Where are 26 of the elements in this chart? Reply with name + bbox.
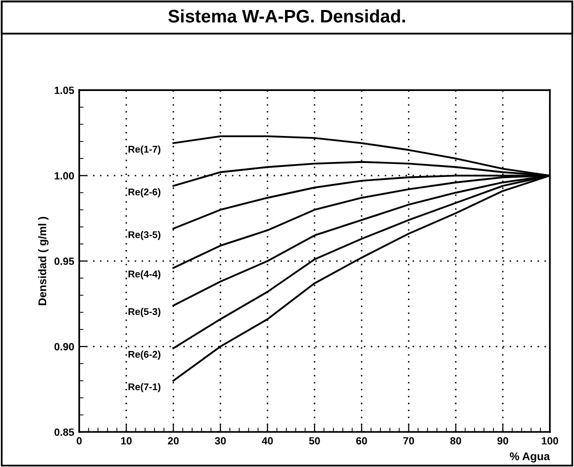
y-tick-label: 1.05	[54, 86, 74, 94]
x-tick-label: 70	[403, 437, 414, 444]
series-label: Re(5-3)	[128, 308, 160, 317]
x-tick-label: 20	[168, 437, 179, 444]
x-tick-label: 10	[121, 437, 132, 444]
x-axis-title: % Agua	[510, 452, 550, 462]
y-tick-label: 0.95	[54, 258, 74, 265]
series-label: Re(3-5)	[128, 230, 160, 240]
series-label: Re(6-2)	[128, 350, 160, 360]
x-tick-label: 40	[262, 437, 273, 444]
chart-title: Sistema W-A-PG. Densidad.	[168, 9, 405, 23]
y-tick-label: 0.90	[54, 343, 74, 350]
x-tick-label: 100	[542, 437, 558, 444]
y-tick-label: 1.00	[54, 172, 74, 180]
series-label: Re(1-7)	[128, 146, 160, 155]
x-tick-label: 50	[309, 437, 320, 444]
x-tick-label: 60	[356, 437, 367, 444]
x-tick-label: 90	[497, 437, 508, 444]
x-tick-label: 0	[76, 437, 82, 444]
series-label: Re(7-1)	[128, 383, 160, 392]
y-tick-label: 0.85	[54, 428, 74, 436]
x-tick-label: 30	[214, 437, 226, 444]
series-label: Re(4-4)	[128, 270, 160, 280]
y-axis-title: Densidad ( g/ml )	[38, 216, 49, 306]
series-label: Re(2-6)	[128, 188, 160, 198]
x-tick-label: 80	[450, 437, 462, 444]
